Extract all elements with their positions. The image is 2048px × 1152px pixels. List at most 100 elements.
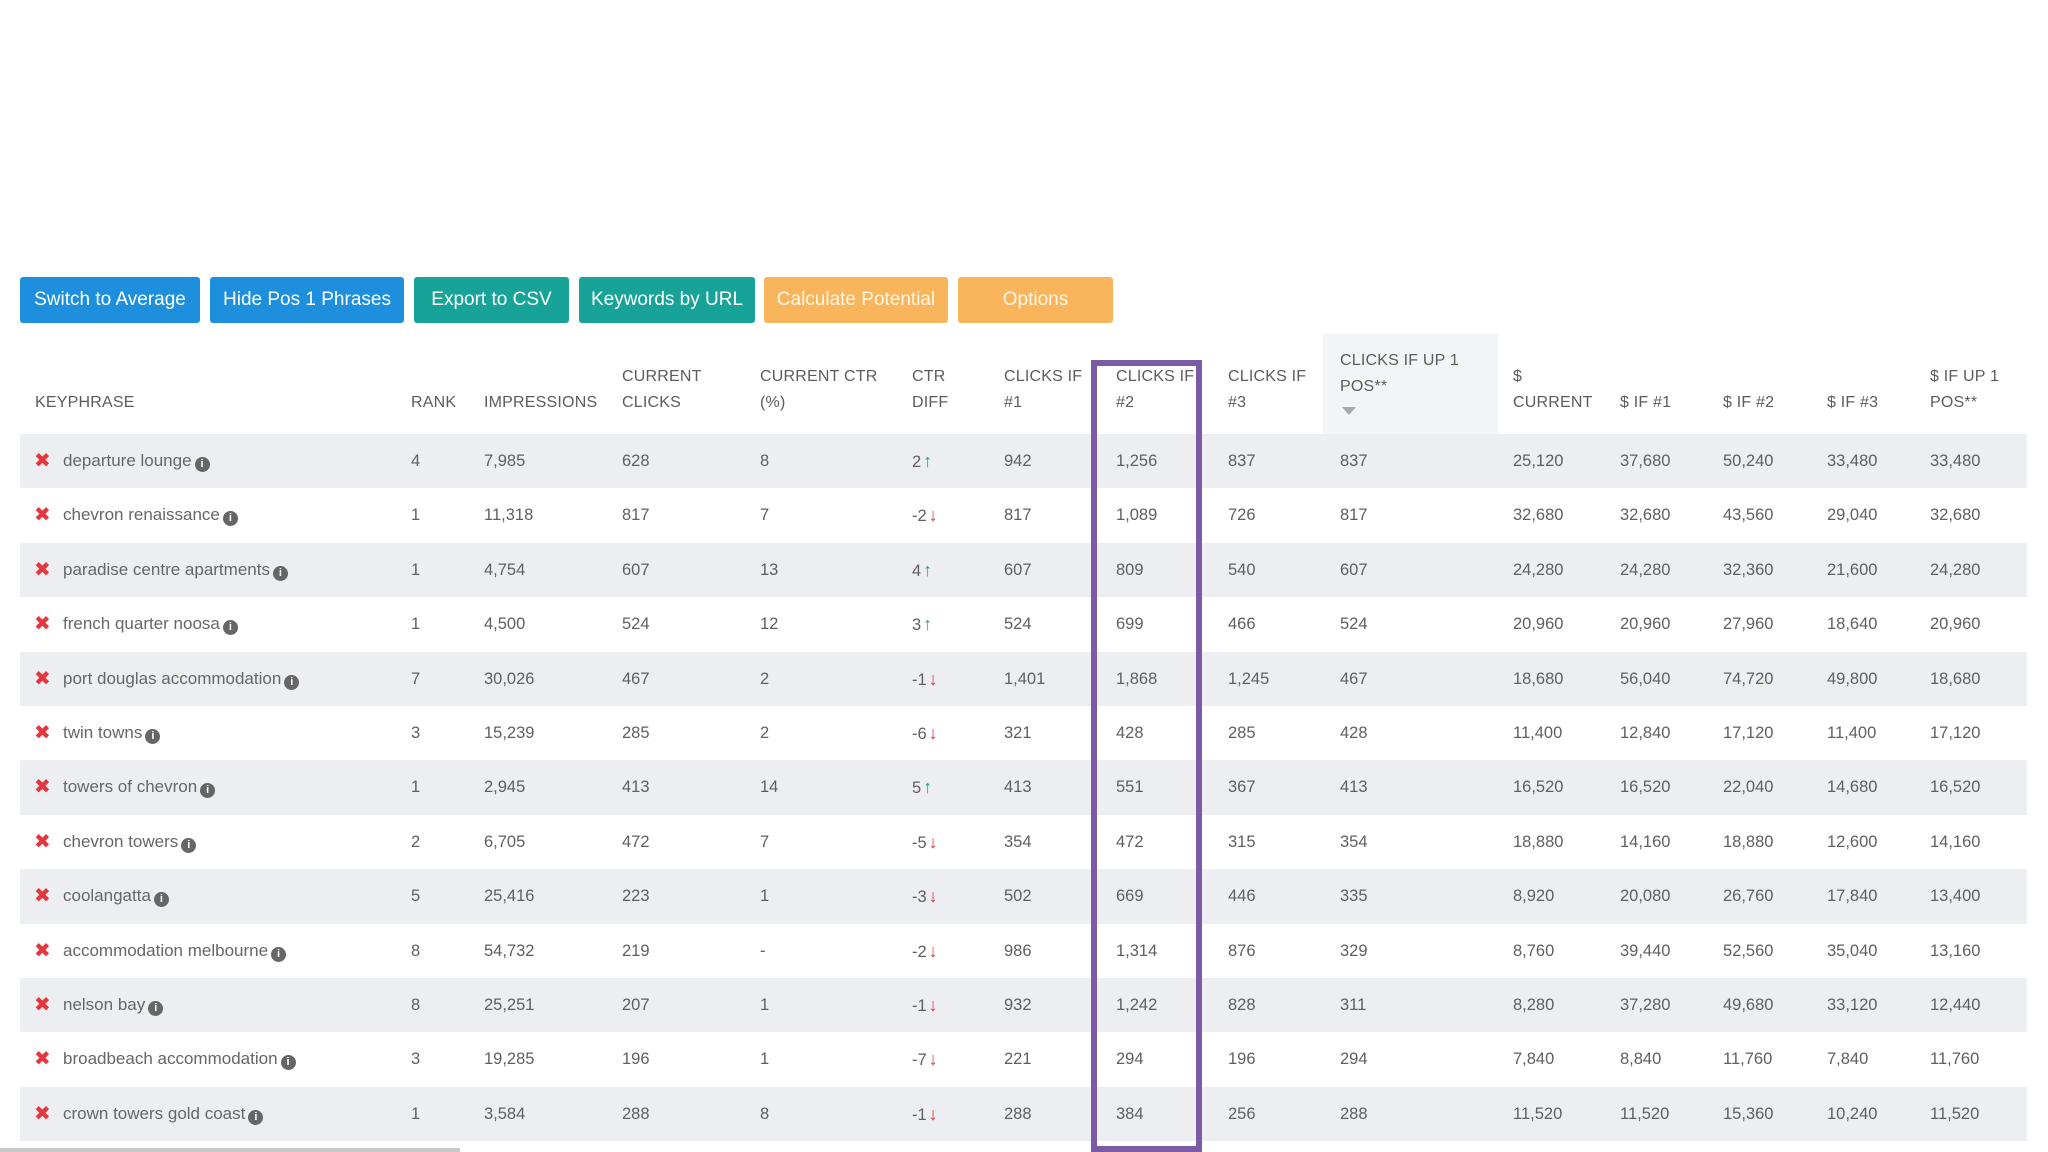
info-circle-icon[interactable]: i bbox=[145, 729, 161, 744]
cell-clicks-if-1: 413 bbox=[1004, 760, 1032, 814]
column-header-d-if-1[interactable]: $ IF #1 bbox=[1620, 394, 1672, 411]
info-circle-icon[interactable]: i bbox=[284, 674, 300, 690]
info-circle-icon[interactable]: i bbox=[280, 1055, 296, 1071]
column-header-line1: CURRENT bbox=[622, 368, 702, 385]
cell-keyphrase[interactable]: paradise centre apartments i bbox=[63, 543, 288, 597]
cell-keyphrase[interactable]: accommodation melbourne i bbox=[63, 924, 287, 978]
cell-keyphrase[interactable]: chevron towers i bbox=[63, 815, 197, 869]
cell-clicks-if-1: 986 bbox=[1004, 924, 1032, 978]
column-header-ctr-diff[interactable]: DIFF bbox=[912, 394, 949, 411]
cell-text: 932 bbox=[1004, 996, 1032, 1014]
cell-text: 837 bbox=[1228, 452, 1256, 470]
info-circle-icon[interactable]: i bbox=[181, 837, 197, 853]
remove-x-icon[interactable]: ✖ bbox=[34, 830, 51, 853]
cell-text: 876 bbox=[1228, 941, 1256, 960]
cell-keyphrase[interactable]: chevron renaissance i bbox=[63, 488, 238, 542]
cell-text: 11,400 bbox=[1827, 724, 1877, 742]
cell-d-if-1: 12,840 bbox=[1620, 706, 1670, 760]
table-row: ✖ chevron renaissance i 1 11,318 817 7 -2 ↓ 817 1,… bbox=[20, 488, 2027, 543]
remove-x-icon[interactable]: ✖ bbox=[34, 667, 51, 690]
column-header-d-if-2[interactable]: $ IF #2 bbox=[1723, 394, 1775, 411]
cell-rank: 5 bbox=[411, 869, 420, 923]
column-header-d-if-up1[interactable]: POS** bbox=[1930, 394, 1978, 411]
remove-x-icon[interactable]: ✖ bbox=[34, 939, 51, 962]
remove-x-icon[interactable]: ✖ bbox=[34, 722, 51, 744]
remove-x-icon[interactable]: ✖ bbox=[34, 1048, 51, 1071]
cell-rank: 7 bbox=[411, 652, 420, 706]
column-header-impressions[interactable]: IMPRESSIONS bbox=[484, 394, 598, 411]
remove-x-icon[interactable]: ✖ bbox=[34, 450, 51, 472]
info-circle-icon[interactable]: i bbox=[153, 892, 169, 908]
column-header-d-if-3[interactable]: $ IF #3 bbox=[1827, 394, 1879, 411]
column-header-current-clicks[interactable]: CLICKS bbox=[622, 394, 681, 411]
cell-text: 7,985 bbox=[484, 452, 526, 470]
cell-d-current: 20,960 bbox=[1513, 597, 1563, 651]
remove-x-icon[interactable]: ✖ bbox=[34, 885, 51, 908]
cell-clicks-if-up1: 311 bbox=[1340, 978, 1366, 1032]
info-circle-icon[interactable]: i bbox=[271, 946, 287, 962]
cell-d-if-2: 49,680 bbox=[1723, 978, 1773, 1032]
cell-keyphrase[interactable]: broadbeach accommodation i bbox=[63, 1032, 296, 1086]
cell-clicks-if-2: 809 bbox=[1116, 543, 1144, 597]
remove-x-icon[interactable]: ✖ bbox=[34, 558, 51, 581]
cell-d-if-2: 17,120 bbox=[1723, 706, 1773, 760]
column-header-clicks-if-up1[interactable]: POS** bbox=[1340, 378, 1388, 395]
arrow-down-icon: ↓ bbox=[928, 723, 938, 743]
column-header-line1: CLICKS IF bbox=[1228, 368, 1307, 385]
cell-clicks-if-2: 699 bbox=[1116, 597, 1144, 651]
keywords-by-url-button[interactable]: Keywords by URL bbox=[579, 277, 755, 323]
cell-text: 1,401 bbox=[1004, 669, 1046, 688]
remove-x-icon[interactable]: ✖ bbox=[34, 1102, 51, 1125]
info-circle-icon[interactable]: i bbox=[194, 457, 210, 472]
cell-text: 19,285 bbox=[484, 1050, 535, 1069]
cell-d-if-3: 17,840 bbox=[1827, 869, 1877, 923]
cell-keyphrase[interactable]: nelson bay i bbox=[63, 978, 164, 1032]
cell-text: 7 bbox=[760, 506, 770, 525]
calculate-potential-button[interactable]: Calculate Potential bbox=[764, 277, 948, 323]
column-header-rank[interactable]: RANK bbox=[411, 394, 457, 411]
cell-keyphrase[interactable]: departure lounge i bbox=[63, 434, 210, 488]
cell-text: 13 bbox=[760, 560, 779, 579]
column-header-d-current[interactable]: CURRENT bbox=[1513, 394, 1593, 411]
cell-text: 817 bbox=[1004, 506, 1032, 525]
cell-text: 466 bbox=[1228, 615, 1256, 634]
options-button[interactable]: Options bbox=[958, 277, 1113, 323]
remove-x-icon[interactable]: ✖ bbox=[34, 504, 51, 527]
remove-x-icon[interactable]: ✖ bbox=[34, 776, 51, 799]
hide-pos1-phrases-button[interactable]: Hide Pos 1 Phrases bbox=[210, 277, 404, 323]
info-circle-icon[interactable]: i bbox=[148, 1001, 164, 1016]
cell-keyphrase[interactable]: port douglas accommodation i bbox=[63, 652, 300, 706]
cell-keyphrase[interactable]: french quarter noosa i bbox=[63, 597, 238, 651]
horizontal-scrollbar[interactable] bbox=[0, 1148, 460, 1152]
cell-text: 15,239 bbox=[484, 724, 535, 742]
switch-to-average-button[interactable]: Switch to Average bbox=[20, 277, 200, 323]
column-header-keyphrase[interactable]: KEYPHRASE bbox=[35, 394, 135, 411]
column-header-clicks-if-3[interactable]: #3 bbox=[1228, 394, 1247, 411]
info-circle-icon[interactable]: i bbox=[200, 783, 216, 799]
info-circle-icon[interactable]: i bbox=[248, 1109, 264, 1125]
cell-keyphrase[interactable]: towers of chevron i bbox=[63, 760, 216, 814]
column-header-clicks-if-1[interactable]: #1 bbox=[1004, 394, 1023, 411]
cell-clicks-if-up1: 467 bbox=[1340, 652, 1368, 706]
info-circle-icon[interactable]: i bbox=[222, 511, 238, 527]
cell-ctr-diff: -2 ↓ bbox=[912, 924, 938, 978]
column-header-current-ctr[interactable]: (%) bbox=[760, 394, 786, 411]
column-header-clicks-if-2[interactable]: #2 bbox=[1116, 394, 1135, 411]
cell-text: 7,840 bbox=[1513, 1050, 1555, 1069]
sort-caret-down-icon[interactable] bbox=[1342, 407, 1356, 415]
remove-x-icon[interactable]: ✖ bbox=[34, 994, 51, 1016]
cell-keyphrase[interactable]: crown towers gold coast i bbox=[63, 1087, 264, 1141]
info-circle-icon[interactable]: i bbox=[222, 620, 238, 636]
cell-keyphrase[interactable]: twin towns i bbox=[63, 706, 161, 760]
cell-text: 817 bbox=[622, 506, 650, 525]
cell-text: 413 bbox=[622, 778, 650, 797]
cell-text: 32,680 bbox=[1930, 506, 1981, 525]
export-csv-button[interactable]: Export to CSV bbox=[414, 277, 569, 323]
cell-current-ctr: 8 bbox=[760, 434, 769, 488]
remove-x-icon[interactable]: ✖ bbox=[34, 613, 51, 636]
cell-text: 3 bbox=[411, 724, 421, 742]
cell-keyphrase[interactable]: coolangatta i bbox=[63, 869, 169, 923]
cell-text: -2 bbox=[912, 507, 927, 526]
cell-clicks-if-2: 1,256 bbox=[1116, 434, 1157, 488]
info-circle-icon[interactable]: i bbox=[272, 565, 288, 581]
